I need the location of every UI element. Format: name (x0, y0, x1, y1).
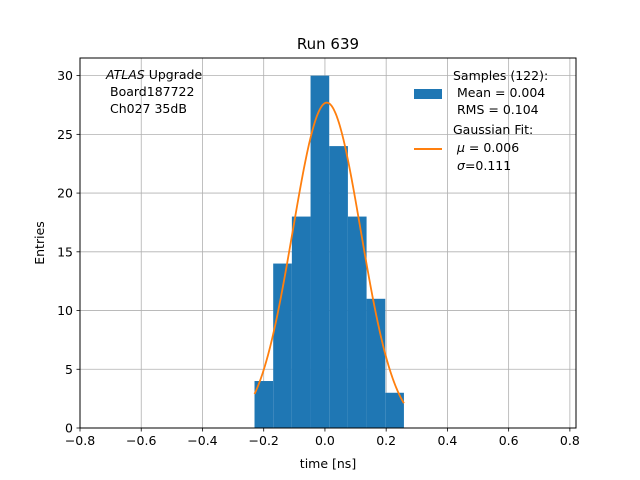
x-tick-label: 0.4 (437, 433, 457, 448)
annotation-atlas: ATLAS (105, 67, 145, 82)
y-axis-label: Entries (32, 221, 47, 265)
legend-samples-line-1: Samples (122): (453, 68, 548, 83)
x-tick-label: −0.2 (249, 433, 279, 448)
legend-fit-line-1: Gaussian Fit: (453, 122, 533, 137)
y-tick-label: 25 (57, 127, 73, 142)
histogram-bar (366, 298, 386, 428)
x-axis: −0.8 −0.6 −0.4 −0.2 0.0 0.2 0.4 0.6 0.8 (65, 428, 580, 448)
histogram-bar (347, 216, 367, 428)
legend: Samples (122): Mean = 0.004 RMS = 0.104 … (414, 68, 548, 173)
histogram-bar (273, 263, 292, 428)
y-tick-label: 0 (65, 421, 73, 436)
y-axis: 0 5 10 15 20 25 30 (57, 68, 80, 436)
plot-frame (79, 57, 577, 429)
annotation-line-3: Ch027 35dB (110, 101, 187, 116)
x-tick-label: −0.8 (65, 433, 95, 448)
y-tick-label: 20 (57, 186, 73, 201)
annotation-line-1: ATLAS Upgrade (105, 67, 202, 82)
x-tick-label: −0.4 (187, 433, 217, 448)
legend-samples-line-2: Mean = 0.004 (457, 85, 545, 100)
y-tick-label: 5 (65, 362, 73, 377)
legend-sigma-symbol: σ (457, 158, 466, 173)
x-tick-label: 0.8 (560, 433, 580, 448)
histogram-bar (291, 216, 311, 428)
y-tick-label: 15 (57, 244, 73, 259)
histogram-bar (385, 392, 404, 428)
y-tick-label: 10 (57, 303, 73, 318)
gaussian-fit (253, 101, 405, 404)
chart-title: Run 639 (297, 35, 359, 53)
legend-mu-value: = 0.006 (465, 140, 519, 155)
legend-fit-sigma: σ=0.111 (457, 158, 511, 173)
annotation-text: ATLAS Upgrade Board187722 Ch027 35dB (105, 67, 202, 116)
legend-samples-line-3: RMS = 0.104 (457, 102, 539, 117)
annotation-upgrade: Upgrade (145, 67, 203, 82)
x-tick-label: 0.2 (376, 433, 396, 448)
x-tick-label: 0.6 (499, 433, 519, 448)
histogram-bars (254, 75, 404, 428)
histogram-bar (329, 146, 348, 428)
histogram-bar (310, 75, 330, 428)
legend-sigma-value: =0.111 (465, 158, 511, 173)
legend-samples-swatch (414, 89, 442, 99)
x-tick-label: 0.0 (315, 433, 335, 448)
legend-fit-mu: μ = 0.006 (456, 140, 519, 155)
annotation-line-2: Board187722 (110, 84, 194, 99)
y-tick-label: 30 (57, 68, 73, 83)
gaussian-fit-curve (253, 101, 405, 404)
x-tick-label: −0.6 (126, 433, 156, 448)
x-axis-label: time [ns] (300, 456, 356, 471)
legend-mu-symbol: μ (456, 140, 465, 155)
histogram-bar (254, 381, 274, 428)
